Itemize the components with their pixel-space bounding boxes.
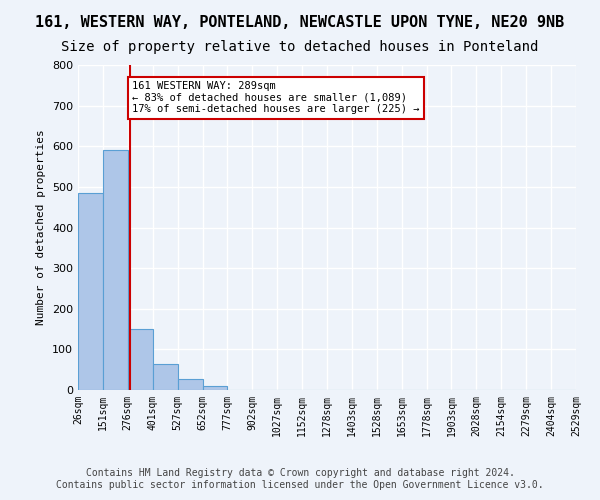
Text: 161 WESTERN WAY: 289sqm
← 83% of detached houses are smaller (1,089)
17% of semi: 161 WESTERN WAY: 289sqm ← 83% of detache… — [133, 81, 420, 114]
Bar — [103, 150, 128, 390]
Bar — [203, 386, 227, 390]
Bar — [128, 329, 152, 390]
Y-axis label: Number of detached properties: Number of detached properties — [37, 130, 46, 326]
Bar — [152, 364, 178, 390]
Text: Contains HM Land Registry data © Crown copyright and database right 2024.
Contai: Contains HM Land Registry data © Crown c… — [56, 468, 544, 490]
Bar — [78, 193, 103, 390]
Text: Size of property relative to detached houses in Ponteland: Size of property relative to detached ho… — [61, 40, 539, 54]
Text: 161, WESTERN WAY, PONTELAND, NEWCASTLE UPON TYNE, NE20 9NB: 161, WESTERN WAY, PONTELAND, NEWCASTLE U… — [35, 15, 565, 30]
Bar — [178, 378, 203, 390]
